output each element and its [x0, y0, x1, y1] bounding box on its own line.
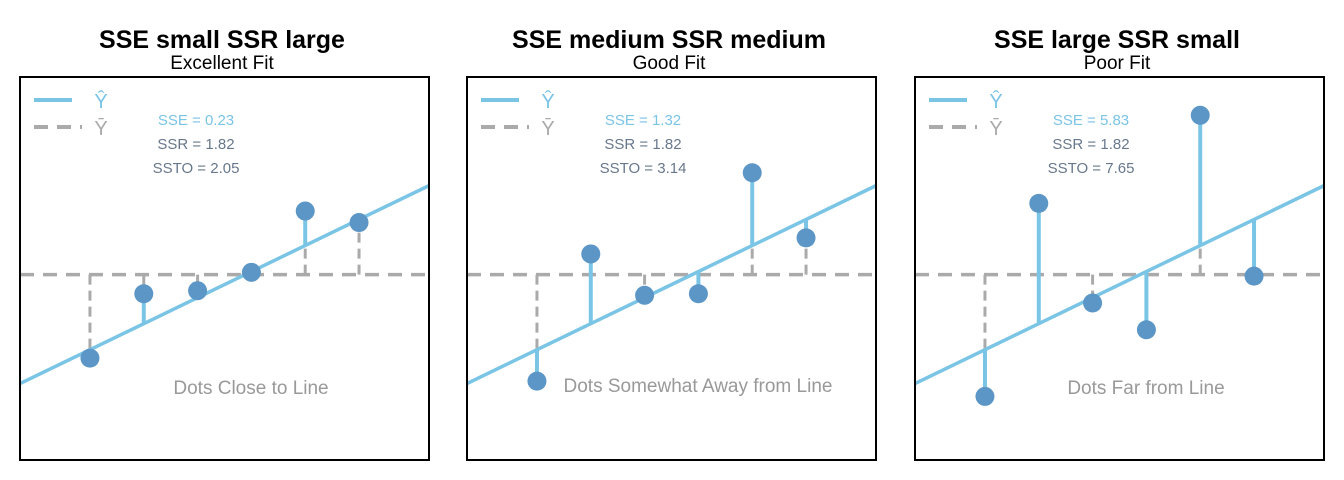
data-point — [295, 201, 315, 221]
panel-good-fit: SSE medium SSR medium Good Fit Ŷ Ȳ SSE =… — [459, 0, 879, 480]
data-point — [80, 348, 100, 368]
legend-fitted-symbol: Ŷ — [541, 90, 554, 113]
data-layer — [914, 105, 1325, 406]
stats-block: SSE = 0.23 SSR = 1.82 SSTO = 2.05 — [153, 112, 240, 177]
plot-frame — [466, 76, 877, 461]
ssr-text: SSR = 1.82 — [157, 136, 234, 153]
ssto-text: SSTO = 2.05 — [153, 160, 240, 177]
legend: Ŷ Ȳ — [481, 90, 555, 140]
sse-text: SSE = 0.23 — [158, 112, 234, 129]
data-point — [1190, 105, 1210, 125]
scatter-plot: Ŷ Ȳ SSE = 0.23 SSR = 1.82 SSTO = 2.05 Do… — [19, 76, 430, 461]
annotation-text: Dots Somewhat Away from Line — [564, 376, 833, 397]
data-point — [796, 228, 816, 248]
data-point — [134, 284, 154, 304]
legend-mean-symbol: Ȳ — [94, 117, 107, 140]
chart-title: SSE large SSR small — [994, 26, 1240, 54]
plot-frame — [914, 76, 1325, 461]
scatter-plot: Ŷ Ȳ SSE = 5.83 SSR = 1.82 SSTO = 7.65 Do… — [914, 76, 1325, 461]
legend-mean-symbol: Ȳ — [541, 117, 554, 140]
data-point — [1136, 320, 1156, 340]
annotation-text: Dots Far from Line — [1067, 378, 1224, 399]
data-point — [1244, 266, 1264, 286]
data-layer — [466, 163, 877, 391]
data-point — [241, 262, 261, 282]
sse-text: SSE = 5.83 — [1053, 112, 1129, 129]
scatter-plot: Ŷ Ȳ SSE = 1.32 SSR = 1.82 SSTO = 3.14 Do… — [466, 76, 877, 461]
legend: Ŷ Ȳ — [929, 90, 1003, 140]
data-point — [1029, 193, 1049, 213]
data-point — [688, 284, 708, 304]
sse-text: SSE = 1.32 — [605, 112, 681, 129]
panel-excellent-fit: SSE small SSR large Excellent Fit Ŷ Ȳ SS… — [12, 0, 432, 480]
legend: Ŷ Ȳ — [34, 90, 108, 140]
fitted-line — [19, 184, 430, 386]
chart-title: SSE medium SSR medium — [512, 26, 826, 54]
ssto-text: SSTO = 3.14 — [600, 160, 687, 177]
fitted-line — [466, 184, 877, 386]
data-point — [1083, 293, 1103, 313]
stats-block: SSE = 1.32 SSR = 1.82 SSTO = 3.14 — [600, 112, 687, 177]
chart-subtitle: Good Fit — [632, 53, 706, 74]
legend-mean-symbol: Ȳ — [989, 117, 1002, 140]
data-point — [581, 244, 601, 264]
data-point — [349, 213, 369, 233]
ssr-text: SSR = 1.82 — [1052, 136, 1129, 153]
data-point — [742, 163, 762, 183]
plot-frame — [19, 76, 430, 461]
chart-subtitle: Poor Fit — [1083, 53, 1151, 74]
data-layer — [19, 184, 430, 386]
ssto-text: SSTO = 7.65 — [1048, 160, 1135, 177]
fitted-line — [914, 184, 1325, 386]
ssr-text: SSR = 1.82 — [604, 136, 681, 153]
data-point — [527, 371, 547, 391]
chart-subtitle: Excellent Fit — [170, 53, 274, 74]
stats-block: SSE = 5.83 SSR = 1.82 SSTO = 7.65 — [1048, 112, 1135, 177]
panel-poor-fit: SSE large SSR small Poor Fit Ŷ Ȳ SSE = 5… — [907, 0, 1327, 480]
data-point — [188, 281, 208, 301]
data-point — [635, 285, 655, 305]
chart-title: SSE small SSR large — [99, 26, 345, 54]
data-point — [975, 386, 995, 406]
legend-fitted-symbol: Ŷ — [989, 90, 1002, 113]
legend-fitted-symbol: Ŷ — [94, 90, 107, 113]
annotation-text: Dots Close to Line — [173, 378, 328, 399]
